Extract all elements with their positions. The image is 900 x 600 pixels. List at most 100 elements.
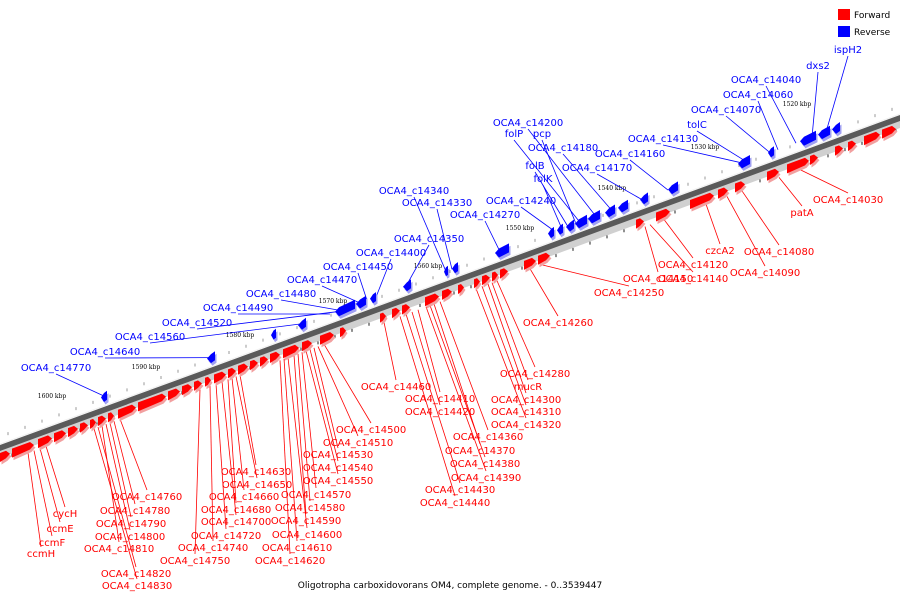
reverse-gene[interactable]: [557, 223, 563, 235]
forward-gene-label: OCA4_c14740: [178, 543, 248, 554]
reverse-gene[interactable]: [738, 155, 750, 169]
forward-gene[interactable]: [482, 274, 490, 286]
reverse-gene[interactable]: [605, 204, 615, 218]
leader-line: [662, 144, 743, 164]
forward-gene[interactable]: [380, 312, 386, 323]
forward-gene[interactable]: [882, 125, 896, 139]
reverse-gene[interactable]: [818, 125, 830, 140]
forward-gene[interactable]: [425, 293, 439, 307]
leader-line: [562, 153, 613, 211]
reverse-gene[interactable]: [207, 351, 215, 364]
forward-gene[interactable]: [228, 367, 236, 379]
reverse-gene[interactable]: [640, 192, 648, 205]
forward-gene[interactable]: [108, 412, 114, 423]
leader-line: [93, 428, 138, 580]
reverse-gene[interactable]: [356, 295, 366, 309]
reverse-gene[interactable]: [444, 265, 448, 277]
forward-gene[interactable]: [270, 351, 280, 363]
forward-gene[interactable]: [767, 168, 779, 181]
leader-line: [481, 286, 527, 406]
forward-gene[interactable]: [38, 435, 52, 449]
forward-gene[interactable]: [864, 131, 880, 146]
forward-gene[interactable]: [656, 208, 670, 222]
reverse-gene[interactable]: [566, 219, 574, 232]
forward-gene[interactable]: [735, 181, 745, 193]
leader-line: [375, 258, 392, 298]
reverse-gene[interactable]: [370, 292, 376, 304]
forward-gene[interactable]: [392, 307, 400, 319]
reverse-gene[interactable]: [575, 214, 587, 229]
forward-gene[interactable]: [718, 187, 728, 199]
leader-line: [811, 71, 819, 138]
leader-line: [540, 264, 630, 287]
forward-gene[interactable]: [12, 442, 34, 458]
forward-gene[interactable]: [205, 376, 211, 387]
leader-line: [101, 425, 120, 543]
forward-gene[interactable]: [320, 332, 334, 345]
forward-gene[interactable]: [636, 218, 644, 229]
leader-line: [596, 173, 643, 200]
forward-gene-label: OCA4_c14300: [491, 395, 561, 406]
forward-gene[interactable]: [283, 344, 299, 359]
forward-gene[interactable]: [340, 327, 346, 338]
forward-gene[interactable]: [402, 304, 410, 315]
reverse-gene[interactable]: [452, 262, 458, 274]
reverse-gene[interactable]: [335, 299, 355, 317]
reverse-gene[interactable]: [832, 122, 840, 134]
forward-gene[interactable]: [238, 363, 248, 375]
leader-line: [239, 374, 257, 466]
forward-gene[interactable]: [80, 422, 88, 433]
forward-gene[interactable]: [690, 192, 714, 209]
forward-gene[interactable]: [260, 356, 268, 367]
forward-gene[interactable]: [835, 145, 843, 156]
forward-gene[interactable]: [138, 393, 166, 412]
forward-gene-label: OCA4_c14570: [281, 490, 351, 501]
leader-line: [475, 288, 527, 419]
reverse-gene[interactable]: [588, 210, 600, 224]
reverse-gene[interactable]: [768, 146, 774, 158]
reverse-gene[interactable]: [618, 199, 628, 213]
forward-gene-label: OCA4_c14140: [658, 274, 728, 285]
forward-gene[interactable]: [68, 425, 78, 438]
reverse-gene[interactable]: [668, 181, 678, 195]
reverse-gene[interactable]: [800, 130, 816, 146]
forward-gene[interactable]: [787, 157, 809, 174]
forward-gene[interactable]: [168, 388, 180, 401]
forward-gene[interactable]: [442, 288, 452, 300]
forward-gene[interactable]: [492, 271, 498, 282]
forward-gene[interactable]: [810, 154, 818, 166]
forward-gene[interactable]: [524, 257, 536, 270]
reverse-gene[interactable]: [101, 390, 107, 402]
forward-gene[interactable]: [54, 430, 66, 443]
forward-gene[interactable]: [214, 371, 226, 384]
map-caption: Oligotropha carboxidovorans OM4, complet…: [298, 581, 602, 591]
forward-gene[interactable]: [90, 418, 96, 429]
forward-gene[interactable]: [302, 340, 312, 352]
forward-gene[interactable]: [848, 140, 856, 152]
reverse-gene[interactable]: [403, 279, 411, 292]
forward-gene[interactable]: [458, 284, 464, 295]
reverse-gene[interactable]: [548, 226, 554, 239]
reverse-gene-label: pcp: [533, 129, 551, 140]
forward-gene[interactable]: [538, 252, 550, 265]
reverse-gene-label: OCA4_c14180: [528, 143, 598, 154]
forward-gene[interactable]: [118, 404, 136, 419]
forward-gene-label: OCA4_c14500: [336, 425, 406, 436]
leader-line: [27, 452, 42, 548]
reverse-gene-label: OCA4_c14400: [356, 248, 426, 259]
forward-gene[interactable]: [474, 278, 480, 289]
forward-gene[interactable]: [194, 380, 202, 391]
leader-line: [649, 224, 694, 273]
reverse-gene[interactable]: [271, 328, 276, 340]
forward-gene[interactable]: [500, 268, 508, 279]
forward-gene[interactable]: [250, 359, 258, 371]
reverse-gene[interactable]: [495, 243, 509, 258]
forward-gene[interactable]: [98, 415, 106, 427]
leader-line: [527, 128, 597, 217]
forward-gene[interactable]: [182, 384, 192, 396]
reverse-gene[interactable]: [298, 317, 306, 330]
forward-gene-label: OCA4_c14090: [730, 268, 800, 279]
leader-line: [629, 159, 669, 191]
forward-gene[interactable]: [0, 450, 10, 462]
